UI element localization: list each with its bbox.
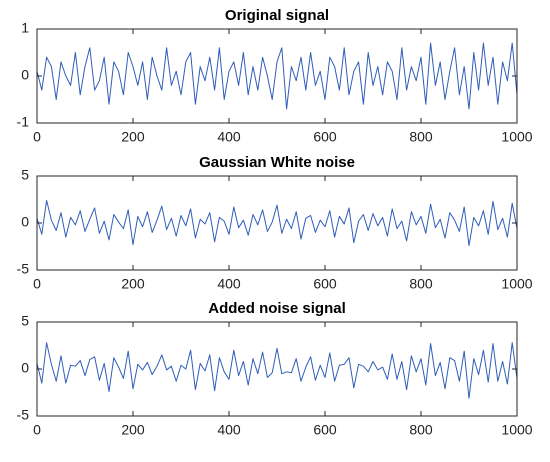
x-tick-label: 200 — [121, 276, 145, 292]
y-tick-label: 0 — [21, 360, 29, 376]
y-tick-label: 0 — [21, 214, 29, 230]
signal-line — [36, 342, 518, 399]
y-tick-label: 5 — [21, 313, 29, 329]
y-tick-label: 0 — [21, 67, 29, 83]
x-tick-label: 600 — [313, 422, 337, 438]
y-tick-label: -5 — [17, 407, 30, 423]
x-tick-label: 800 — [409, 129, 433, 145]
plot-background — [37, 29, 517, 123]
x-tick-label: 1000 — [501, 129, 532, 145]
plot-background — [37, 176, 517, 270]
plot-background — [37, 322, 517, 416]
x-tick-label: 200 — [121, 422, 145, 438]
x-tick-label: 200 — [121, 129, 145, 145]
x-tick-label: 600 — [313, 276, 337, 292]
chart-title: Gaussian White noise — [199, 154, 355, 171]
signal-line — [36, 199, 518, 247]
x-tick-label: 800 — [409, 422, 433, 438]
x-tick-label: 600 — [313, 129, 337, 145]
y-tick-label: -1 — [17, 114, 30, 130]
y-tick-label: 1 — [21, 20, 29, 36]
x-tick-label: 0 — [33, 276, 41, 292]
chart-title: Added noise signal — [208, 300, 346, 317]
chart-title: Original signal — [225, 7, 329, 24]
x-tick-label: 0 — [33, 129, 41, 145]
x-tick-label: 400 — [217, 129, 241, 145]
x-tick-label: 1000 — [501, 276, 532, 292]
y-tick-label: 5 — [21, 167, 29, 183]
x-tick-label: 1000 — [501, 422, 532, 438]
y-tick-label: -5 — [17, 261, 30, 277]
x-tick-label: 400 — [217, 422, 241, 438]
signal-line — [36, 42, 518, 110]
x-tick-label: 0 — [33, 422, 41, 438]
x-tick-label: 400 — [217, 276, 241, 292]
x-tick-label: 800 — [409, 276, 433, 292]
